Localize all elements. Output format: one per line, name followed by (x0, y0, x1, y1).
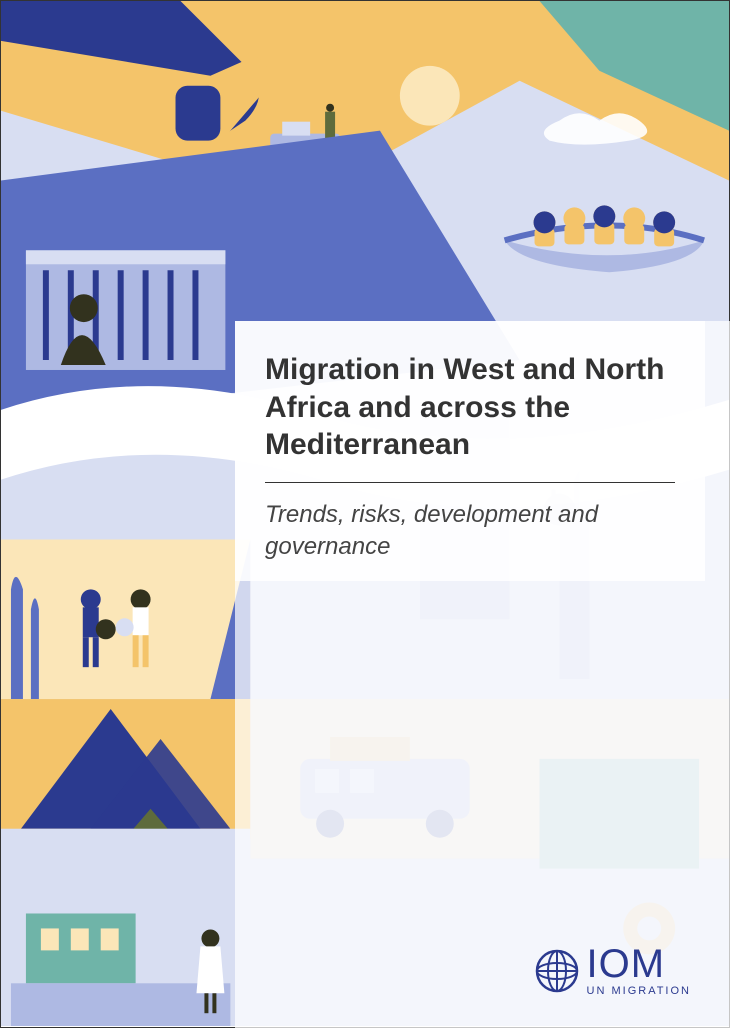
globe-icon (535, 949, 579, 993)
logo-tagline: UN MIGRATION (587, 986, 691, 997)
title-panel: Migration in West and North Africa and a… (235, 321, 705, 581)
report-title: Migration in West and North Africa and a… (265, 351, 675, 464)
title-divider (265, 482, 675, 483)
iom-logo: IOM UN MIGRATION (535, 944, 691, 997)
logo-org-text: IOM (587, 944, 691, 984)
report-subtitle: Trends, risks, development and governanc… (265, 499, 675, 564)
